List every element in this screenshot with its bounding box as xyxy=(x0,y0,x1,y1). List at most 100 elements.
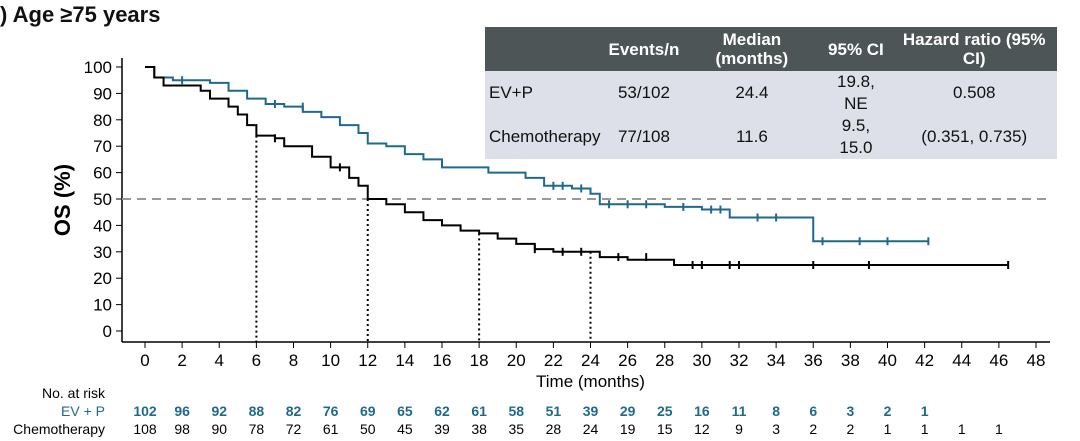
stats-header xyxy=(485,27,605,71)
stats-header: Events/n xyxy=(604,27,684,71)
risk-row-name: Chemotherapy xyxy=(13,421,105,437)
x-tick-label: 44 xyxy=(952,351,971,370)
risk-count: 2 xyxy=(846,421,854,437)
stats-header: Hazard ratio (95% CI) xyxy=(891,27,1057,71)
risk-count: 50 xyxy=(360,421,376,437)
risk-count: 1 xyxy=(884,421,892,437)
panel-title: ) Age ≥75 years xyxy=(0,2,161,27)
risk-count: 39 xyxy=(434,421,450,437)
x-tick-label: 34 xyxy=(767,351,786,370)
risk-count: 3 xyxy=(846,403,854,419)
x-tick-label: 12 xyxy=(358,351,377,370)
y-tick-label: 60 xyxy=(93,164,112,183)
x-tick-label: 48 xyxy=(1027,351,1046,370)
y-axis-label: OS (%) xyxy=(50,164,75,236)
y-tick-label: 20 xyxy=(93,269,112,288)
risk-table-label: No. at risk xyxy=(42,385,106,401)
stats-cell: 11.6 xyxy=(683,115,821,159)
risk-count: 90 xyxy=(211,421,227,437)
stats-cell: 19.8, NE xyxy=(820,71,892,115)
risk-count: 24 xyxy=(583,421,599,437)
risk-count: 65 xyxy=(397,403,413,419)
x-tick-label: 18 xyxy=(470,351,489,370)
x-tick-label: 16 xyxy=(433,351,452,370)
risk-count: 96 xyxy=(174,403,190,419)
x-tick-label: 40 xyxy=(878,351,897,370)
y-tick-label: 80 xyxy=(93,111,112,130)
risk-count: 2 xyxy=(809,421,817,437)
y-tick-label: 50 xyxy=(93,190,112,209)
stats-cell: 9.5, 15.0 xyxy=(820,115,892,159)
x-tick-label: 2 xyxy=(177,351,186,370)
stats-table: Events/n Median (months) 95% CI Hazard r… xyxy=(485,27,1057,159)
risk-count: 72 xyxy=(286,421,302,437)
x-tick-label: 8 xyxy=(289,351,298,370)
stats-row-chemo: Chemotherapy 77/108 11.6 9.5, 15.0 (0.35… xyxy=(485,115,1057,159)
stats-cell: 77/108 xyxy=(604,115,684,159)
risk-count: 28 xyxy=(546,421,562,437)
stats-header: Median (months) xyxy=(683,27,821,71)
stats-header-row: Events/n Median (months) 95% CI Hazard r… xyxy=(485,27,1057,71)
risk-count: 92 xyxy=(211,403,227,419)
stats-header: 95% CI xyxy=(820,27,892,71)
y-tick-label: 0 xyxy=(103,322,112,341)
risk-count: 16 xyxy=(694,403,710,419)
risk-count: 51 xyxy=(546,403,562,419)
x-tick-label: 46 xyxy=(989,351,1008,370)
risk-count: 61 xyxy=(323,421,339,437)
stats-cell: EV+P xyxy=(485,71,605,115)
risk-count: 35 xyxy=(508,421,524,437)
risk-count: 1 xyxy=(921,421,929,437)
y-tick-label: 100 xyxy=(84,58,112,77)
risk-count: 9 xyxy=(735,421,743,437)
risk-count: 15 xyxy=(657,421,673,437)
risk-count: 78 xyxy=(249,421,265,437)
y-tick-label: 70 xyxy=(93,137,112,156)
x-tick-label: 10 xyxy=(321,351,340,370)
stats-cell: 24.4 xyxy=(683,71,821,115)
stats-cell: 0.508 xyxy=(891,71,1057,115)
x-tick-label: 24 xyxy=(581,351,600,370)
risk-count: 82 xyxy=(286,403,302,419)
risk-count: 12 xyxy=(694,421,710,437)
risk-count: 25 xyxy=(657,403,673,419)
risk-row-name: EV + P xyxy=(61,403,105,419)
risk-count: 69 xyxy=(360,403,376,419)
stats-cell: Chemotherapy xyxy=(485,115,605,159)
x-tick-label: 20 xyxy=(507,351,526,370)
risk-count: 38 xyxy=(471,421,487,437)
risk-count: 1 xyxy=(995,421,1003,437)
x-tick-label: 32 xyxy=(730,351,749,370)
risk-count: 1 xyxy=(958,421,966,437)
risk-count: 6 xyxy=(809,403,817,419)
stats-cell: (0.351, 0.735) xyxy=(891,115,1057,159)
risk-count: 88 xyxy=(249,403,265,419)
evp-curve xyxy=(145,66,929,243)
risk-count: 61 xyxy=(471,403,487,419)
x-tick-label: 38 xyxy=(841,351,860,370)
risk-count: 2 xyxy=(884,403,892,419)
x-tick-label: 26 xyxy=(618,351,637,370)
risk-count: 98 xyxy=(174,421,190,437)
risk-count: 39 xyxy=(583,403,599,419)
risk-count: 45 xyxy=(397,421,413,437)
y-tick-label: 10 xyxy=(93,296,112,315)
x-tick-label: 4 xyxy=(215,351,224,370)
x-tick-label: 42 xyxy=(915,351,934,370)
x-tick-label: 30 xyxy=(692,351,711,370)
risk-count: 102 xyxy=(133,403,157,419)
x-tick-label: 6 xyxy=(252,351,261,370)
y-tick-label: 30 xyxy=(93,243,112,262)
risk-count: 3 xyxy=(772,421,780,437)
x-tick-label: 22 xyxy=(544,351,563,370)
risk-count: 108 xyxy=(133,421,157,437)
y-tick-label: 90 xyxy=(93,84,112,103)
stats-row-evp: EV+P 53/102 24.4 19.8, NE 0.508 xyxy=(485,71,1057,115)
x-tick-label: 36 xyxy=(804,351,823,370)
risk-count: 58 xyxy=(508,403,524,419)
x-tick-label: 0 xyxy=(140,351,149,370)
risk-count: 1 xyxy=(921,403,929,419)
x-tick-label: 28 xyxy=(655,351,674,370)
x-tick-label: 14 xyxy=(395,351,414,370)
x-axis-label: Time (months) xyxy=(536,372,645,391)
